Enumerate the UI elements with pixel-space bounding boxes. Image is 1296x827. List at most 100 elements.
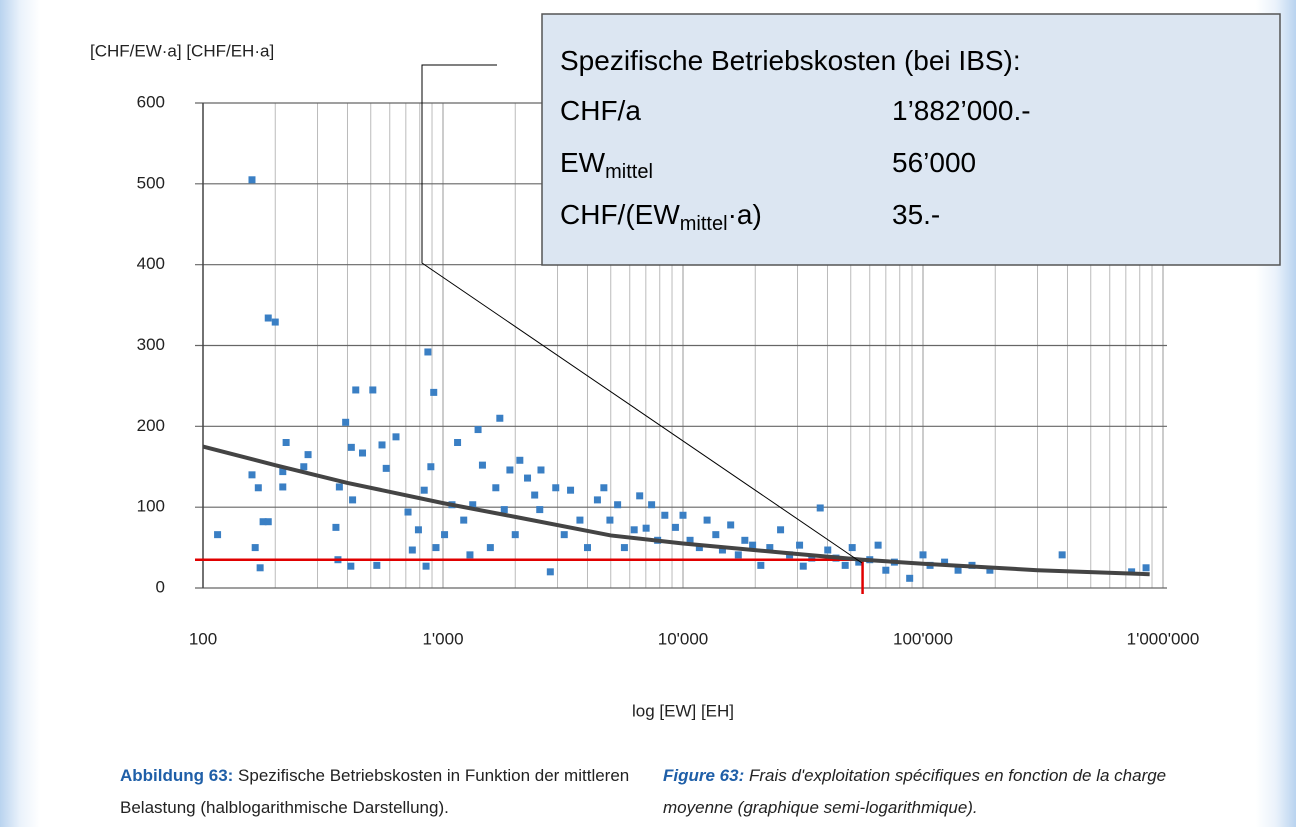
point <box>271 318 279 326</box>
point <box>882 566 890 574</box>
point <box>648 501 656 509</box>
point <box>712 531 720 539</box>
point <box>214 531 222 539</box>
point <box>500 506 508 514</box>
point <box>332 523 340 531</box>
point <box>796 541 804 549</box>
point <box>486 544 494 552</box>
callout-title: Spezifische Betriebskosten (bei IBS): <box>560 45 1021 76</box>
point <box>546 568 554 576</box>
caption-text: Frais d'exploitation spécifiques en fonc… <box>744 766 1166 785</box>
y-tick-label: 100 <box>137 497 165 516</box>
point <box>414 526 422 534</box>
point <box>264 518 272 526</box>
point <box>620 544 628 552</box>
y-tick-label: 300 <box>137 335 165 354</box>
point <box>560 531 568 539</box>
point <box>841 561 849 569</box>
caption-fr-1: Figure 63: Frais d'exploitation spécifiq… <box>663 766 1166 785</box>
point <box>686 536 694 544</box>
point <box>906 574 914 582</box>
point <box>524 474 532 482</box>
point <box>661 511 669 519</box>
point <box>941 558 949 566</box>
label-part: EW <box>560 147 606 178</box>
point <box>583 544 591 552</box>
point <box>392 433 400 441</box>
y-tick-label: 400 <box>137 254 165 273</box>
y-tick-label: 600 <box>137 92 165 111</box>
callout-value: 35.- <box>892 199 940 230</box>
callout-label: EWmittel <box>560 147 653 183</box>
x-tick-label: 1'000 <box>422 629 463 648</box>
point <box>1058 551 1066 559</box>
point <box>848 544 856 552</box>
point <box>593 496 601 504</box>
point <box>576 516 584 524</box>
point <box>600 484 608 492</box>
x-tick-label: 1'000'000 <box>1127 629 1200 648</box>
point <box>734 551 742 559</box>
point <box>986 566 994 574</box>
point <box>466 551 474 559</box>
point <box>373 561 381 569</box>
point <box>349 496 357 504</box>
point <box>460 516 468 524</box>
point <box>430 388 438 396</box>
callout-value: 1’882’000.- <box>892 95 1031 126</box>
point <box>279 468 287 476</box>
x-tick-label: 10'000 <box>658 629 709 648</box>
point <box>254 484 262 492</box>
point <box>441 531 449 539</box>
point <box>469 501 477 509</box>
point <box>404 508 412 516</box>
point <box>874 541 882 549</box>
x-axis-label: log [EW] [EH] <box>632 701 734 720</box>
point <box>506 466 514 474</box>
point <box>420 486 428 494</box>
point <box>352 386 360 394</box>
point <box>279 483 287 491</box>
y-tick-label: 200 <box>137 416 165 435</box>
point <box>359 449 367 457</box>
point <box>264 314 272 322</box>
point <box>642 524 650 532</box>
callout-label: CHF/(EWmittel·a) <box>560 199 762 235</box>
point <box>954 566 962 574</box>
point <box>378 441 386 449</box>
point <box>1142 564 1150 572</box>
caption-text: Spezifische Betriebskosten in Funktion d… <box>233 766 629 785</box>
point <box>695 544 703 552</box>
point <box>614 501 622 509</box>
point <box>824 546 832 554</box>
point <box>766 544 774 552</box>
caption-fr-2: moyenne (graphique semi-logarithmique). <box>663 798 978 817</box>
point <box>777 526 785 534</box>
caption-label: Abbildung 63: <box>120 766 233 785</box>
point <box>537 466 545 474</box>
point <box>342 418 350 426</box>
subscript: mittel <box>680 213 728 235</box>
point <box>630 526 638 534</box>
y-tick-label: 0 <box>156 577 165 596</box>
point <box>741 536 749 544</box>
point <box>552 484 560 492</box>
point <box>531 491 539 499</box>
point <box>636 492 644 500</box>
y-tick-label: 500 <box>137 173 165 192</box>
label-part: ·a) <box>728 199 762 230</box>
x-tick-label: 100 <box>189 629 217 648</box>
point <box>248 471 256 479</box>
point <box>492 484 500 492</box>
point <box>382 464 390 472</box>
point <box>718 546 726 554</box>
point <box>369 386 377 394</box>
point <box>757 561 765 569</box>
point <box>516 456 524 464</box>
point <box>679 511 687 519</box>
point <box>347 443 355 451</box>
point <box>347 562 355 570</box>
point <box>251 544 259 552</box>
point <box>304 451 312 459</box>
